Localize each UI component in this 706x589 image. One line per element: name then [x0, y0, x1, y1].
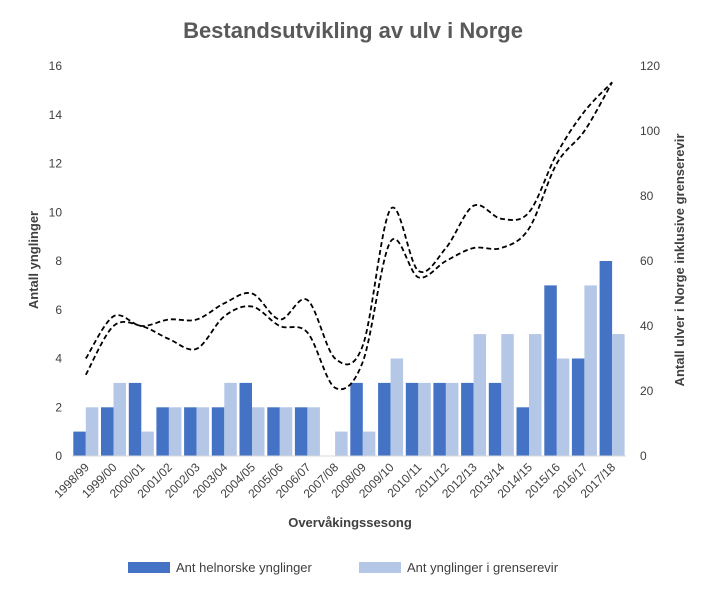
y2-tick-label: 0: [640, 449, 647, 463]
y2-tick-label: 80: [640, 189, 654, 203]
bar-grenserevir-19: [612, 334, 625, 456]
bar-helnorske-18: [571, 358, 585, 456]
bar-grenserevir-18: [584, 285, 597, 456]
bar-helnorske-11: [378, 382, 391, 456]
y-tick-label: 10: [49, 205, 63, 219]
bar-grenserevir-13: [445, 382, 459, 456]
bar-grenserevir-10: [362, 431, 376, 456]
bar-helnorske-5: [211, 407, 225, 457]
bar-grenserevir-2: [141, 431, 154, 456]
bar-grenserevir-3: [168, 407, 182, 457]
bar-helnorske-3: [156, 407, 169, 457]
bar-grenserevir-0: [85, 407, 99, 457]
bar-helnorske-17: [544, 285, 557, 456]
bar-helnorske-14: [461, 382, 474, 456]
bar-helnorske-16: [516, 407, 529, 457]
y-tick-label: 14: [49, 108, 63, 122]
bar-grenserevir-11: [390, 358, 404, 456]
bar-helnorske-6: [239, 382, 252, 456]
bar-grenserevir-5: [224, 382, 237, 456]
bar-helnorske-10: [350, 382, 363, 456]
y-tick-label: 6: [55, 303, 62, 317]
bar-grenserevir-8: [307, 407, 320, 457]
y-tick-label: 2: [55, 400, 62, 414]
line-wolves-min: [85, 81, 613, 391]
y2-tick-label: 100: [640, 124, 660, 138]
y2-tick-label: 120: [640, 59, 660, 73]
bar-grenserevir-15: [501, 334, 514, 456]
bar-grenserevir-4: [196, 407, 210, 457]
y-tick-label: 12: [49, 157, 63, 171]
bar-helnorske-1: [101, 407, 114, 457]
y-tick-label: 0: [55, 449, 62, 463]
bar-helnorske-2: [128, 382, 142, 456]
y-tick-label: 4: [55, 352, 62, 366]
legend: Ant helnorske ynglinger Ant ynglinger i …: [128, 560, 559, 575]
chart-title: Bestandsutvikling av ulv i Norge: [183, 18, 523, 43]
legend-swatch-helnorske: [128, 562, 170, 573]
bar-helnorske-8: [294, 407, 308, 457]
legend-label-helnorske: Ant helnorske ynglinger: [176, 560, 313, 575]
y2-axis-label: Antall ulver i Norge inklusive grenserev…: [672, 134, 687, 387]
bar-helnorske-4: [184, 407, 197, 457]
y2-tick-label: 20: [640, 384, 654, 398]
bar-grenserevir-9: [335, 431, 348, 456]
bar-helnorske-7: [267, 407, 280, 457]
bar-helnorske-13: [433, 382, 446, 456]
x-axis-label: Overvåkingssesong: [288, 515, 412, 530]
y-axis-label: Antall ynglinger: [26, 211, 41, 309]
bar-grenserevir-12: [418, 382, 431, 456]
y2-tick-label: 60: [640, 254, 654, 268]
bar-helnorske-0: [73, 431, 86, 456]
y-tick-label: 8: [55, 254, 62, 268]
y2-tick-label: 40: [640, 319, 654, 333]
y-tick-label: 16: [49, 59, 63, 73]
bar-grenserevir-1: [113, 382, 126, 456]
lines: [85, 81, 613, 391]
line-wolves-max: [85, 81, 613, 366]
bar-grenserevir-7: [279, 407, 293, 457]
legend-swatch-grenserevir: [359, 562, 401, 573]
bar-grenserevir-14: [473, 334, 487, 456]
bar-helnorske-12: [405, 382, 419, 456]
bar-grenserevir-17: [556, 358, 570, 456]
bar-helnorske-19: [599, 261, 613, 456]
bar-grenserevir-6: [252, 407, 265, 457]
bars: [73, 261, 625, 457]
legend-label-grenserevir: Ant ynglinger i grenserevir: [407, 560, 559, 575]
bar-helnorske-15: [488, 382, 502, 456]
bar-grenserevir-16: [529, 334, 542, 456]
